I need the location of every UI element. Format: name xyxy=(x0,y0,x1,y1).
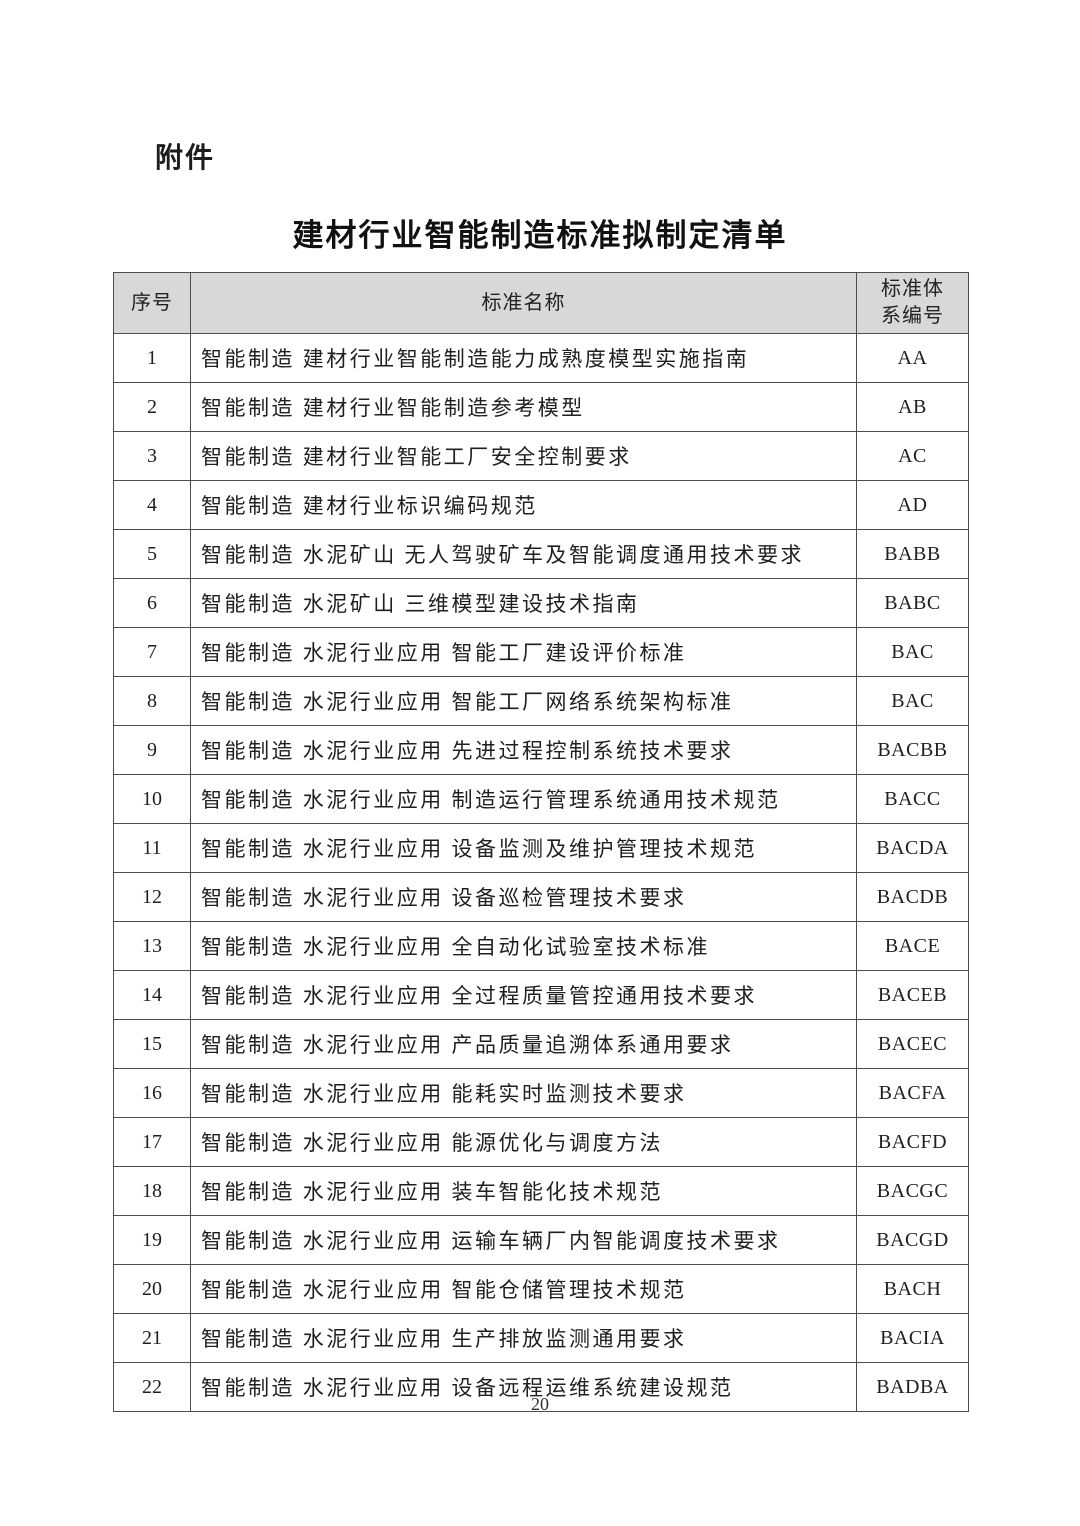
table-row: 21 智能制造 水泥行业应用 生产排放监测通用要求 BACIA xyxy=(113,1313,969,1363)
page-number: 20 xyxy=(531,1394,549,1414)
table-row: 19 智能制造 水泥行业应用 运输车辆厂内智能调度技术要求 BACGD xyxy=(113,1215,969,1265)
system-code-cell: BABC xyxy=(856,578,969,628)
row-index-cell: 16 xyxy=(113,1068,191,1118)
system-code-cell: AD xyxy=(856,480,969,530)
table-row: 16 智能制造 水泥行业应用 能耗实时监测技术要求 BACFA xyxy=(113,1068,969,1118)
system-code-cell: BACGD xyxy=(856,1215,969,1265)
standard-name-cell: 智能制造 水泥行业应用 设备巡检管理技术要求 xyxy=(190,872,857,922)
row-index-cell: 22 xyxy=(113,1362,191,1412)
system-code-cell: BAC xyxy=(856,627,969,677)
table-row: 15 智能制造 水泥行业应用 产品质量追溯体系通用要求 BACEC xyxy=(113,1019,969,1069)
table-row: 5 智能制造 水泥矿山 无人驾驶矿车及智能调度通用技术要求 BABB xyxy=(113,529,969,579)
row-index-cell: 21 xyxy=(113,1313,191,1363)
row-index-cell: 10 xyxy=(113,774,191,824)
system-code-cell: BACDA xyxy=(856,823,969,873)
standard-name-cell: 智能制造 水泥行业应用 产品质量追溯体系通用要求 xyxy=(190,1019,857,1069)
system-code-cell: BABB xyxy=(856,529,969,579)
row-index-cell: 12 xyxy=(113,872,191,922)
standard-name-cell: 智能制造 建材行业智能制造能力成熟度模型实施指南 xyxy=(190,333,857,383)
row-index-cell: 8 xyxy=(113,676,191,726)
table-row: 11 智能制造 水泥行业应用 设备监测及维护管理技术规范 BACDA xyxy=(113,823,969,873)
system-code-cell: BACFD xyxy=(856,1117,969,1167)
standard-name-cell: 智能制造 水泥行业应用 全自动化试验室技术标准 xyxy=(190,921,857,971)
row-index-cell: 9 xyxy=(113,725,191,775)
system-code-cell: BACIA xyxy=(856,1313,969,1363)
table-row: 17 智能制造 水泥行业应用 能源优化与调度方法 BACFD xyxy=(113,1117,969,1167)
standard-name-cell: 智能制造 水泥行业应用 运输车辆厂内智能调度技术要求 xyxy=(190,1215,857,1265)
system-code-cell: BAC xyxy=(856,676,969,726)
table-row: 14 智能制造 水泥行业应用 全过程质量管控通用技术要求 BACEB xyxy=(113,970,969,1020)
standard-name-cell: 智能制造 建材行业智能制造参考模型 xyxy=(190,382,857,432)
standard-name-cell: 智能制造 水泥行业应用 设备监测及维护管理技术规范 xyxy=(190,823,857,873)
table-row: 20 智能制造 水泥行业应用 智能仓储管理技术规范 BACH xyxy=(113,1264,969,1314)
row-index-cell: 2 xyxy=(113,382,191,432)
standard-name-cell: 智能制造 水泥行业应用 智能工厂网络系统架构标准 xyxy=(190,676,857,726)
system-code-cell: BACFA xyxy=(856,1068,969,1118)
system-code-cell: BACGC xyxy=(856,1166,969,1216)
row-index-cell: 14 xyxy=(113,970,191,1020)
column-header-code: 标准体系编号 xyxy=(856,272,969,334)
standards-table: 序号 标准名称 标准体系编号 1 智能制造 建材行业智能制造能力成熟度模型实施指南… xyxy=(113,272,969,1412)
column-header-name: 标准名称 xyxy=(190,272,857,334)
system-code-cell: BACC xyxy=(856,774,969,824)
table-row: 8 智能制造 水泥行业应用 智能工厂网络系统架构标准 BAC xyxy=(113,676,969,726)
system-code-cell: BACDB xyxy=(856,872,969,922)
table-row: 2 智能制造 建材行业智能制造参考模型 AB xyxy=(113,382,969,432)
attachment-label: 附件 xyxy=(155,142,216,173)
page-title: 建材行业智能制造标准拟制定清单 xyxy=(292,218,788,253)
row-index-cell: 15 xyxy=(113,1019,191,1069)
row-index-cell: 4 xyxy=(113,480,191,530)
system-code-cell: BADBA xyxy=(856,1362,969,1412)
system-code-cell: BACH xyxy=(856,1264,969,1314)
column-header-index: 序号 xyxy=(113,272,191,334)
standard-name-cell: 智能制造 建材行业智能工厂安全控制要求 xyxy=(190,431,857,481)
row-index-cell: 19 xyxy=(113,1215,191,1265)
system-code-cell: AC xyxy=(856,431,969,481)
standard-name-cell: 智能制造 水泥行业应用 能源优化与调度方法 xyxy=(190,1117,857,1167)
table-header: 序号 标准名称 标准体系编号 xyxy=(113,272,969,334)
standard-name-cell: 智能制造 水泥行业应用 全过程质量管控通用技术要求 xyxy=(190,970,857,1020)
table-row: 10 智能制造 水泥行业应用 制造运行管理系统通用技术规范 BACC xyxy=(113,774,969,824)
standard-name-cell: 智能制造 水泥行业应用 能耗实时监测技术要求 xyxy=(190,1068,857,1118)
row-index-cell: 11 xyxy=(113,823,191,873)
standard-name-cell: 智能制造 水泥矿山 无人驾驶矿车及智能调度通用技术要求 xyxy=(190,529,857,579)
system-code-cell: AB xyxy=(856,382,969,432)
row-index-cell: 18 xyxy=(113,1166,191,1216)
row-index-cell: 7 xyxy=(113,627,191,677)
row-index-cell: 1 xyxy=(113,333,191,383)
row-index-cell: 20 xyxy=(113,1264,191,1314)
standard-name-cell: 智能制造 水泥矿山 三维模型建设技术指南 xyxy=(190,578,857,628)
system-code-cell: BACEC xyxy=(856,1019,969,1069)
row-index-cell: 13 xyxy=(113,921,191,971)
table-row: 1 智能制造 建材行业智能制造能力成熟度模型实施指南 AA xyxy=(113,333,969,383)
system-code-cell: AA xyxy=(856,333,969,383)
row-index-cell: 5 xyxy=(113,529,191,579)
row-index-cell: 6 xyxy=(113,578,191,628)
system-code-cell: BACE xyxy=(856,921,969,971)
table-row: 18 智能制造 水泥行业应用 装车智能化技术规范 BACGC xyxy=(113,1166,969,1216)
table-row: 13 智能制造 水泥行业应用 全自动化试验室技术标准 BACE xyxy=(113,921,969,971)
table-row: 4 智能制造 建材行业标识编码规范 AD xyxy=(113,480,969,530)
standard-name-cell: 智能制造 水泥行业应用 生产排放监测通用要求 xyxy=(190,1313,857,1363)
system-code-cell: BACBB xyxy=(856,725,969,775)
standard-name-cell: 智能制造 水泥行业应用 智能仓储管理技术规范 xyxy=(190,1264,857,1314)
table-body: 1 智能制造 建材行业智能制造能力成熟度模型实施指南 AA 2 智能制造 建材行业智能制… xyxy=(113,333,969,1412)
standard-name-cell: 智能制造 水泥行业应用 装车智能化技术规范 xyxy=(190,1166,857,1216)
standard-name-cell: 智能制造 建材行业标识编码规范 xyxy=(190,480,857,530)
table-row: 7 智能制造 水泥行业应用 智能工厂建设评价标准 BAC xyxy=(113,627,969,677)
table-row: 12 智能制造 水泥行业应用 设备巡检管理技术要求 BACDB xyxy=(113,872,969,922)
standard-name-cell: 智能制造 水泥行业应用 先进过程控制系统技术要求 xyxy=(190,725,857,775)
table-row: 22 智能制造 水泥行业应用 设备远程运维系统建设规范 BADBA xyxy=(113,1362,969,1412)
table-row: 3 智能制造 建材行业智能工厂安全控制要求 AC xyxy=(113,431,969,481)
table-row: 6 智能制造 水泥矿山 三维模型建设技术指南 BABC xyxy=(113,578,969,628)
standard-name-cell: 智能制造 水泥行业应用 制造运行管理系统通用技术规范 xyxy=(190,774,857,824)
row-index-cell: 3 xyxy=(113,431,191,481)
table-row: 9 智能制造 水泥行业应用 先进过程控制系统技术要求 BACBB xyxy=(113,725,969,775)
system-code-cell: BACEB xyxy=(856,970,969,1020)
row-index-cell: 17 xyxy=(113,1117,191,1167)
standard-name-cell: 智能制造 水泥行业应用 智能工厂建设评价标准 xyxy=(190,627,857,677)
